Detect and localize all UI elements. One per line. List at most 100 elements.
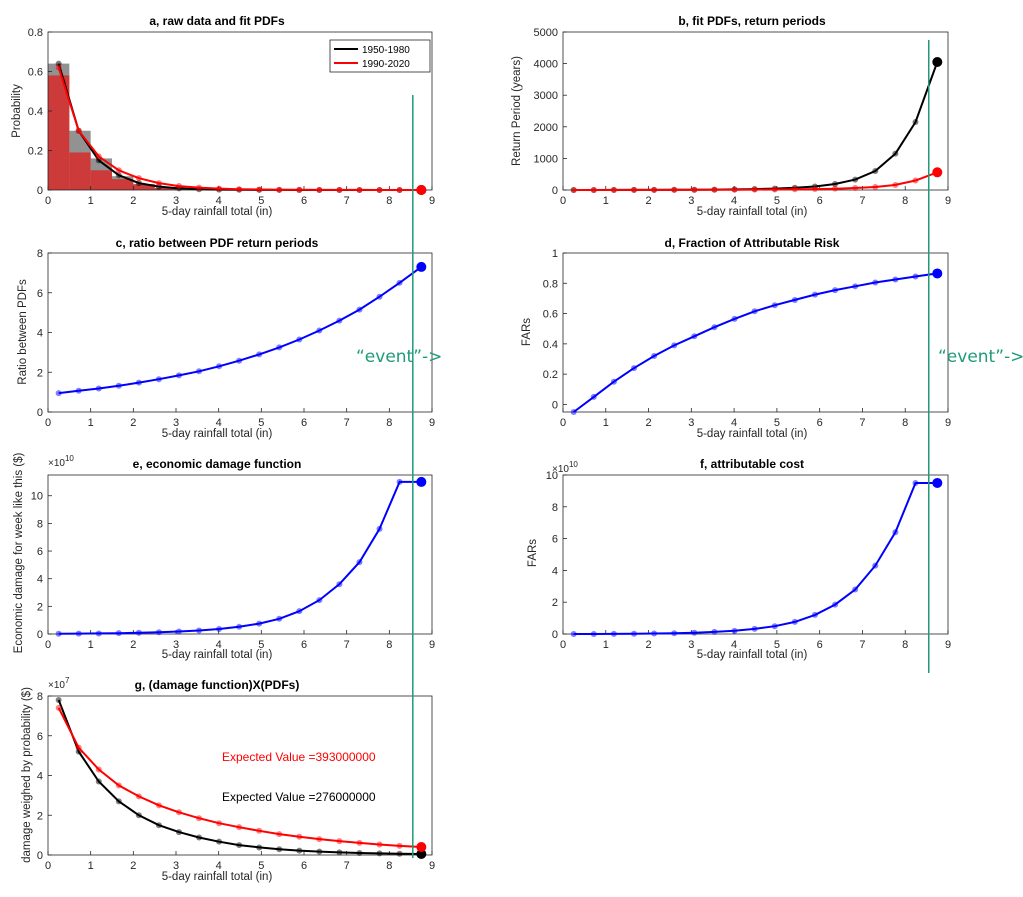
data-point xyxy=(55,630,62,637)
histogram-bar xyxy=(133,184,155,190)
expected-value-1990: Expected Value =393000000 xyxy=(222,750,376,764)
x-tick-label: 8 xyxy=(386,639,392,651)
data-point xyxy=(691,629,698,636)
x-tick-label: 4 xyxy=(731,417,737,429)
x-tick-label: 6 xyxy=(817,195,823,207)
data-point xyxy=(356,186,363,193)
data-point xyxy=(791,618,798,625)
data-point xyxy=(75,744,82,751)
y-tick-label: 0.6 xyxy=(543,309,558,321)
data-point xyxy=(196,815,203,822)
data-point xyxy=(336,849,343,856)
data-point xyxy=(196,834,203,841)
legend-entry-1950: 1950-1980 xyxy=(362,45,410,56)
data-point xyxy=(376,850,383,857)
data-point xyxy=(590,630,597,637)
y-tick-label: 0 xyxy=(37,185,43,197)
series-line xyxy=(58,480,422,635)
data-point xyxy=(872,168,879,175)
panel-g-chart: g, (damage function)X(PDFs) 0 1 2 3 4 5 6 7 8 9 0 2… xyxy=(21,676,435,883)
data-point xyxy=(276,615,283,622)
data-point xyxy=(236,824,243,831)
y-tick-label: 0.8 xyxy=(28,27,43,39)
data-point xyxy=(256,620,263,627)
data-point xyxy=(396,186,403,193)
data-point xyxy=(216,838,223,845)
x-tick-label: 9 xyxy=(429,860,435,872)
y-tick-label: 5000 xyxy=(534,27,558,39)
y-tick-label: 4 xyxy=(552,565,558,577)
x-tick-label: 5 xyxy=(258,195,264,207)
data-point xyxy=(396,279,403,286)
x-tick-label: 4 xyxy=(731,639,737,651)
data-point xyxy=(196,627,203,634)
x-axis-label: 5-day rainfall total (in) xyxy=(697,428,808,440)
data-point xyxy=(671,342,678,349)
data-point xyxy=(115,798,122,805)
y-tick-label: 2 xyxy=(37,810,43,822)
x-tick-label: 6 xyxy=(817,639,823,651)
y-tick-label: 0.4 xyxy=(28,106,43,118)
chart-title: g, (damage function)X(PDFs) xyxy=(135,678,300,692)
x-tick-label: 2 xyxy=(130,195,136,207)
data-point xyxy=(55,390,62,397)
data-point xyxy=(912,479,919,486)
data-point xyxy=(872,279,879,286)
data-point xyxy=(711,628,718,635)
y-axis-label: Probability xyxy=(11,84,23,138)
data-point xyxy=(276,344,283,351)
x-tick-label: 8 xyxy=(386,195,392,207)
data-point xyxy=(892,276,899,283)
y-tick-label: 2 xyxy=(552,597,558,609)
data-point xyxy=(296,847,303,854)
data-point xyxy=(771,302,778,309)
data-point xyxy=(912,177,919,184)
data-point xyxy=(296,186,303,193)
chart-title: c, ratio between PDF return periods xyxy=(116,236,319,250)
data-point xyxy=(396,850,403,857)
y-tick-label: 0 xyxy=(552,399,558,411)
x-tick-label: 8 xyxy=(386,860,392,872)
data-point xyxy=(95,778,102,785)
data-point xyxy=(135,175,142,182)
y-tick-label: 6 xyxy=(37,546,43,558)
x-tick-label: 5 xyxy=(774,195,780,207)
y-tick-label: 10 xyxy=(31,491,43,503)
x-tick-label: 4 xyxy=(216,417,222,429)
data-point xyxy=(731,627,738,634)
x-tick-label: 4 xyxy=(216,860,222,872)
x-tick-label: 2 xyxy=(130,417,136,429)
x-tick-label: 5 xyxy=(258,639,264,651)
data-point xyxy=(155,376,162,383)
data-point xyxy=(135,629,142,636)
x-tick-label: 0 xyxy=(560,195,566,207)
histogram-bar xyxy=(90,170,112,190)
axis-multiplier: ×1010 xyxy=(48,454,74,469)
data-point xyxy=(236,623,243,630)
data-point xyxy=(832,180,839,187)
event-label-left: “event”-> xyxy=(356,347,442,367)
x-axis-label: 5-day rainfall total (in) xyxy=(697,206,808,218)
data-point xyxy=(155,629,162,636)
data-point xyxy=(932,167,943,178)
x-tick-label: 6 xyxy=(301,195,307,207)
x-tick-label: 6 xyxy=(817,417,823,429)
data-point xyxy=(610,630,617,637)
data-point xyxy=(336,186,343,193)
data-point xyxy=(316,327,323,334)
data-point xyxy=(416,849,427,860)
data-point xyxy=(771,623,778,630)
y-axis-label: FARs xyxy=(527,539,539,567)
data-point xyxy=(892,150,899,157)
data-point xyxy=(832,287,839,294)
chart-title: d, Fraction of Attributable Risk xyxy=(665,236,840,250)
x-axis-label: 5-day rainfall total (in) xyxy=(162,649,273,661)
data-point xyxy=(135,180,142,187)
data-point xyxy=(671,186,678,193)
x-tick-label: 8 xyxy=(902,195,908,207)
y-tick-label: 6 xyxy=(37,731,43,743)
data-point xyxy=(236,357,243,364)
axis-multiplier: ×1010 xyxy=(552,460,578,475)
x-axis-label: 5-day rainfall total (in) xyxy=(162,871,273,883)
data-point xyxy=(296,336,303,343)
